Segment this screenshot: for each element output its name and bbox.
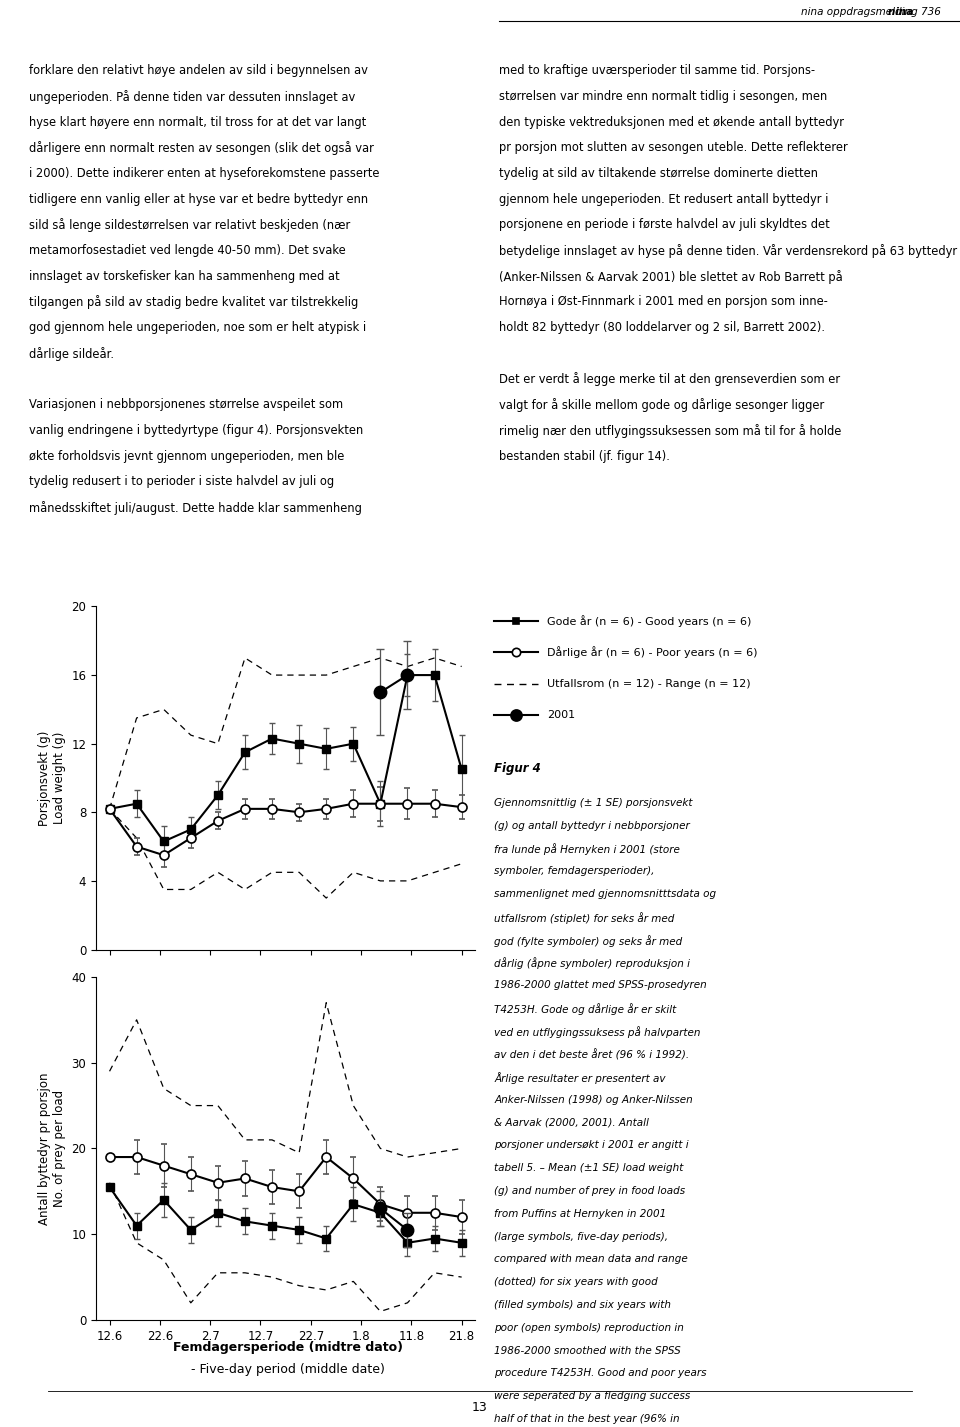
Text: holdt 82 byttedyr (80 loddelarver og 2 sil, Barrett 2002).: holdt 82 byttedyr (80 loddelarver og 2 s…	[499, 321, 826, 334]
Text: rimelig nær den utflygingssuksessen som må til for å holde: rimelig nær den utflygingssuksessen som …	[499, 424, 842, 438]
Text: tidligere enn vanlig eller at hyse var et bedre byttedyr enn: tidligere enn vanlig eller at hyse var e…	[29, 193, 368, 205]
Text: Gjennomsnittlig (± 1 SE) porsjonsvekt: Gjennomsnittlig (± 1 SE) porsjonsvekt	[494, 798, 693, 808]
Text: Figur 4: Figur 4	[494, 762, 541, 775]
Text: innslaget av torskefisker kan ha sammenheng med at: innslaget av torskefisker kan ha sammenh…	[29, 270, 340, 283]
Text: nina: nina	[888, 7, 917, 17]
Text: from Puffins at Hernyken in 2001: from Puffins at Hernyken in 2001	[494, 1209, 666, 1219]
Text: Hornøya i Øst-Finnmark i 2001 med en porsjon som inne-: Hornøya i Øst-Finnmark i 2001 med en por…	[499, 295, 828, 308]
Text: fra lunde på Hernyken i 2001 (store: fra lunde på Hernyken i 2001 (store	[494, 843, 681, 855]
Text: porsjoner undersøkt i 2001 er angitt i: porsjoner undersøkt i 2001 er angitt i	[494, 1140, 689, 1150]
Text: Dårlige år (n = 6) - Poor years (n = 6): Dårlige år (n = 6) - Poor years (n = 6)	[547, 646, 757, 658]
Text: Femdagersperiode (midtre dato): Femdagersperiode (midtre dato)	[173, 1341, 403, 1354]
Y-axis label: Antall byttedyr pr porsjon
No. of prey per load: Antall byttedyr pr porsjon No. of prey p…	[37, 1072, 66, 1224]
Text: med to kraftige uværsperioder til samme tid. Porsjons-: med to kraftige uværsperioder til samme …	[499, 64, 815, 77]
Text: betydelige innslaget av hyse på denne tiden. Vår verdensrekord på 63 byttedyr (5: betydelige innslaget av hyse på denne ti…	[499, 244, 960, 258]
Y-axis label: Porsjonsvekt (g)
Load weight (g): Porsjonsvekt (g) Load weight (g)	[37, 731, 65, 826]
Text: valgt for å skille mellom gode og dårlige sesonger ligger: valgt for å skille mellom gode og dårlig…	[499, 398, 825, 412]
Text: ved en utflygingssuksess på halvparten: ved en utflygingssuksess på halvparten	[494, 1026, 701, 1037]
Text: bestanden stabil (jf. figur 14).: bestanden stabil (jf. figur 14).	[499, 450, 670, 462]
Text: 1986-2000 smoothed with the SPSS: 1986-2000 smoothed with the SPSS	[494, 1346, 682, 1356]
Text: poor (open symbols) reproduction in: poor (open symbols) reproduction in	[494, 1323, 684, 1333]
Text: symboler, femdagersperioder),: symboler, femdagersperioder),	[494, 866, 655, 876]
Text: (large symbols, five-day periods),: (large symbols, five-day periods),	[494, 1232, 668, 1241]
Text: månedsskiftet juli/august. Dette hadde klar sammenheng: månedsskiftet juli/august. Dette hadde k…	[29, 501, 362, 515]
Text: 13: 13	[472, 1401, 488, 1414]
Text: sammenlignet med gjennomsnitttsdata og: sammenlignet med gjennomsnitttsdata og	[494, 889, 716, 899]
Text: (filled symbols) and six years with: (filled symbols) and six years with	[494, 1300, 671, 1310]
Text: Anker-Nilssen (1998) og Anker-Nilssen: Anker-Nilssen (1998) og Anker-Nilssen	[494, 1095, 693, 1104]
Text: gjennom hele ungeperioden. Et redusert antall byttedyr i: gjennom hele ungeperioden. Et redusert a…	[499, 193, 828, 205]
Text: porsjonene en periode i første halvdel av juli skyldtes det: porsjonene en periode i første halvdel a…	[499, 218, 830, 231]
Text: procedure T4253H. Good and poor years: procedure T4253H. Good and poor years	[494, 1368, 707, 1378]
Text: Variasjonen i nebbporsjonenes størrelse avspeilet som: Variasjonen i nebbporsjonenes størrelse …	[29, 398, 343, 411]
Text: forklare den relativt høye andelen av sild i begynnelsen av: forklare den relativt høye andelen av si…	[29, 64, 368, 77]
Text: utfallsrom (stiplet) for seks år med: utfallsrom (stiplet) for seks år med	[494, 912, 675, 923]
Text: dårlig (åpne symboler) reproduksjon i: dårlig (åpne symboler) reproduksjon i	[494, 958, 690, 969]
Text: tilgangen på sild av stadig bedre kvalitet var tilstrekkelig: tilgangen på sild av stadig bedre kvalit…	[29, 295, 358, 310]
Text: Årlige resultater er presentert av: Årlige resultater er presentert av	[494, 1072, 666, 1083]
Text: (g) and number of prey in food loads: (g) and number of prey in food loads	[494, 1186, 685, 1196]
Text: Utfallsrom (n = 12) - Range (n = 12): Utfallsrom (n = 12) - Range (n = 12)	[547, 678, 751, 689]
Text: (g) og antall byttedyr i nebbporsjoner: (g) og antall byttedyr i nebbporsjoner	[494, 821, 690, 831]
Text: god (fylte symboler) og seks år med: god (fylte symboler) og seks år med	[494, 935, 683, 946]
Text: & Aarvak (2000, 2001). Antall: & Aarvak (2000, 2001). Antall	[494, 1117, 649, 1127]
Text: T4253H. Gode og dårlige år er skilt: T4253H. Gode og dårlige år er skilt	[494, 1003, 677, 1015]
Text: hyse klart høyere enn normalt, til tross for at det var langt: hyse klart høyere enn normalt, til tross…	[29, 116, 366, 128]
Text: dårlige sildeår.: dårlige sildeår.	[29, 347, 114, 361]
Text: i 2000). Dette indikerer enten at hyseforekomstene passerte: i 2000). Dette indikerer enten at hysefo…	[29, 167, 379, 180]
Text: ungeperioden. På denne tiden var dessuten innslaget av: ungeperioden. På denne tiden var dessute…	[29, 90, 355, 104]
Text: økte forholdsvis jevnt gjennom ungeperioden, men ble: økte forholdsvis jevnt gjennom ungeperio…	[29, 450, 345, 462]
Text: tydelig at sild av tiltakende størrelse dominerte dietten: tydelig at sild av tiltakende størrelse …	[499, 167, 818, 180]
Text: were seperated by a fledging success: were seperated by a fledging success	[494, 1391, 690, 1401]
Text: compared with mean data and range: compared with mean data and range	[494, 1254, 688, 1264]
Text: (dotted) for six years with good: (dotted) for six years with good	[494, 1277, 659, 1287]
Text: av den i det beste året (96 % i 1992).: av den i det beste året (96 % i 1992).	[494, 1049, 689, 1060]
Text: half of that in the best year (96% in: half of that in the best year (96% in	[494, 1414, 680, 1424]
Text: tydelig redusert i to perioder i siste halvdel av juli og: tydelig redusert i to perioder i siste h…	[29, 475, 334, 488]
Text: pr porsjon mot slutten av sesongen uteble. Dette reflekterer: pr porsjon mot slutten av sesongen utebl…	[499, 141, 848, 154]
Text: god gjennom hele ungeperioden, noe som er helt atypisk i: god gjennom hele ungeperioden, noe som e…	[29, 321, 366, 334]
Text: Det er verdt å legge merke til at den grenseverdien som er: Det er verdt å legge merke til at den gr…	[499, 372, 840, 387]
Text: dårligere enn normalt resten av sesongen (slik det også var: dårligere enn normalt resten av sesongen…	[29, 141, 373, 156]
Text: - Five-day period (middle date): - Five-day period (middle date)	[191, 1363, 385, 1376]
Text: sild så lenge sildestørrelsen var relativt beskjeden (nær: sild så lenge sildestørrelsen var relati…	[29, 218, 350, 233]
Text: størrelsen var mindre enn normalt tidlig i sesongen, men: størrelsen var mindre enn normalt tidlig…	[499, 90, 828, 103]
Text: den typiske vektreduksjonen med et økende antall byttedyr: den typiske vektreduksjonen med et økend…	[499, 116, 844, 128]
Text: (Anker-Nilssen & Aarvak 2001) ble slettet av Rob Barrett på: (Anker-Nilssen & Aarvak 2001) ble slette…	[499, 270, 843, 284]
Text: vanlig endringene i byttedyrtype (figur 4). Porsjonsvekten: vanlig endringene i byttedyrtype (figur …	[29, 424, 363, 437]
Text: metamorfosestadiet ved lengde 40-50 mm). Det svake: metamorfosestadiet ved lengde 40-50 mm).…	[29, 244, 346, 257]
Text: nina oppdragsmelding 736: nina oppdragsmelding 736	[801, 7, 941, 17]
Text: Gode år (n = 6) - Good years (n = 6): Gode år (n = 6) - Good years (n = 6)	[547, 615, 752, 626]
Text: 2001: 2001	[547, 709, 575, 721]
Text: tabell 5. – Mean (±1 SE) load weight: tabell 5. – Mean (±1 SE) load weight	[494, 1163, 684, 1173]
Text: 1986-2000 glattet med SPSS-prosedyren: 1986-2000 glattet med SPSS-prosedyren	[494, 980, 708, 990]
